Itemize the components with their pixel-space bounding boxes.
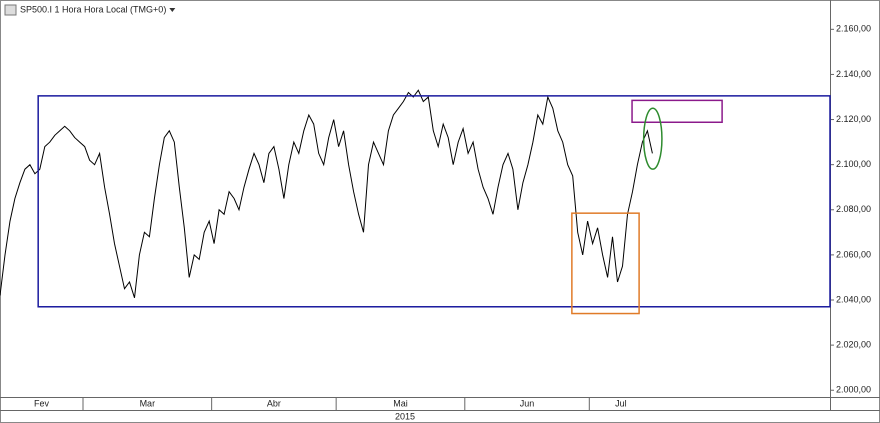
y-tick-label: 2.080,00 <box>836 204 871 214</box>
annotation-rect <box>631 99 723 124</box>
x-tick-label: Jun <box>520 398 535 408</box>
x-tick-label: Mar <box>140 398 156 408</box>
x-tick-label: Mai <box>393 398 408 408</box>
x-tick-label: Fev <box>34 398 50 408</box>
annotation-rect <box>571 212 640 315</box>
symbol-icon <box>4 4 17 16</box>
year-label: 2015 <box>395 411 415 421</box>
y-tick-label: 2.040,00 <box>836 294 871 304</box>
y-tick-label: 2.140,00 <box>836 69 871 79</box>
chart-title[interactable]: SP500.I 1 Hora Hora Local (TMG+0) <box>20 4 166 14</box>
annotation-ellipse <box>642 107 663 170</box>
y-tick-label: 2.060,00 <box>836 249 871 259</box>
y-tick-label: 2.120,00 <box>836 114 871 124</box>
price-line <box>0 89 653 298</box>
y-tick-label: 2.000,00 <box>836 385 871 395</box>
y-tick-label: 2.160,00 <box>836 24 871 34</box>
y-tick-label: 2.100,00 <box>836 159 871 169</box>
dropdown-arrow[interactable] <box>169 8 176 12</box>
annotation-rect <box>37 95 831 308</box>
y-tick-label: 2.020,00 <box>836 339 871 349</box>
x-tick-label: Abr <box>267 398 281 408</box>
x-tick-label: Jul <box>615 398 627 408</box>
